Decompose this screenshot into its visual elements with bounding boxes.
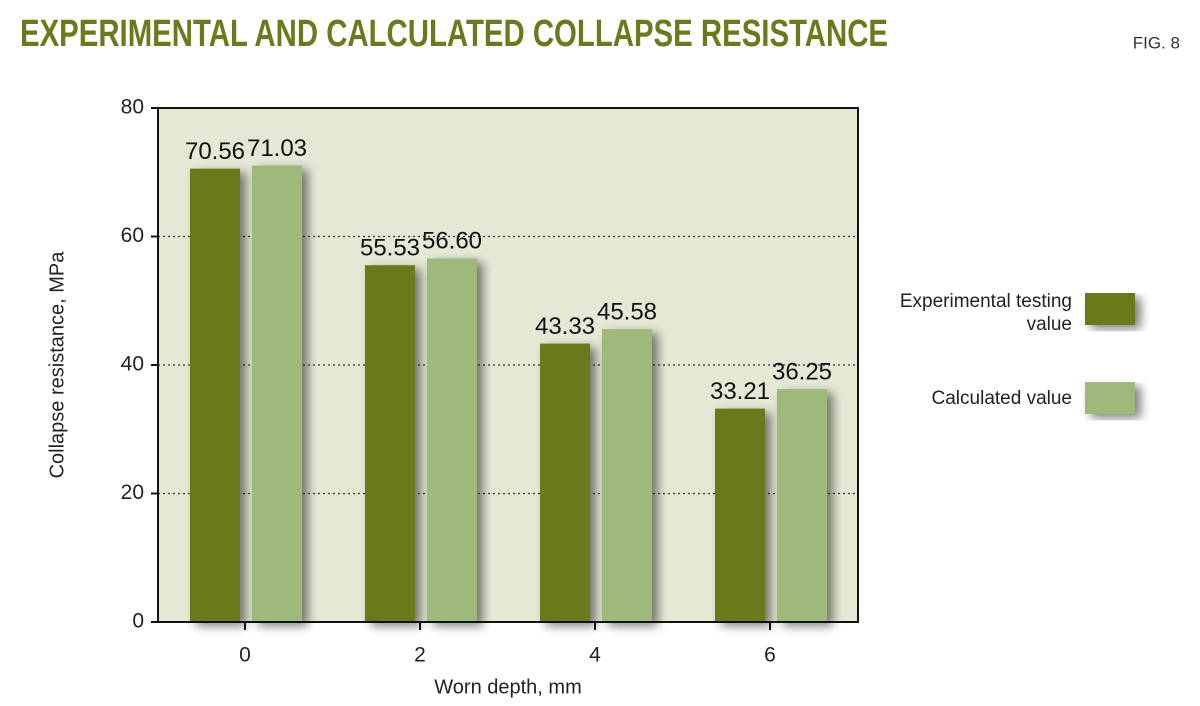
bar bbox=[602, 329, 652, 622]
value-label: 71.03 bbox=[247, 135, 307, 162]
x-tick-label: 6 bbox=[764, 644, 776, 667]
legend-swatch bbox=[1085, 293, 1135, 325]
x-axis-label: Worn depth, mm bbox=[434, 676, 581, 698]
x-tick-label: 4 bbox=[589, 644, 601, 667]
legend-label: Experimental testing value bbox=[899, 291, 1072, 335]
x-tick-label: 0 bbox=[239, 644, 251, 667]
value-label: 43.33 bbox=[535, 313, 595, 340]
bar bbox=[540, 343, 590, 622]
y-tick-label: 60 bbox=[121, 224, 144, 247]
y-tick-label: 20 bbox=[121, 481, 144, 504]
value-label: 33.21 bbox=[710, 378, 770, 405]
legend-swatch bbox=[1085, 382, 1135, 414]
bar bbox=[427, 258, 477, 622]
chart-title: EXPERIMENTAL AND CALCULATED COLLAPSE RES… bbox=[20, 13, 888, 55]
value-label: 55.53 bbox=[360, 235, 420, 262]
y-axis-label: Collapse resistance, MPa bbox=[46, 251, 68, 479]
value-label: 45.58 bbox=[597, 298, 657, 325]
value-label: 70.56 bbox=[185, 138, 245, 165]
bar bbox=[777, 389, 827, 622]
value-label: 36.25 bbox=[772, 358, 832, 385]
bar bbox=[190, 168, 240, 623]
figure-label: FIG. 8 bbox=[1133, 33, 1180, 52]
legend-label: Calculated value bbox=[931, 388, 1072, 409]
bar bbox=[252, 165, 302, 622]
value-label: 56.60 bbox=[422, 228, 482, 255]
y-tick-label: 40 bbox=[121, 353, 144, 376]
bar bbox=[365, 265, 415, 622]
y-tick-label: 80 bbox=[121, 96, 144, 119]
x-tick-label: 2 bbox=[414, 644, 426, 667]
y-tick-label: 0 bbox=[132, 610, 144, 633]
bar bbox=[715, 408, 765, 622]
